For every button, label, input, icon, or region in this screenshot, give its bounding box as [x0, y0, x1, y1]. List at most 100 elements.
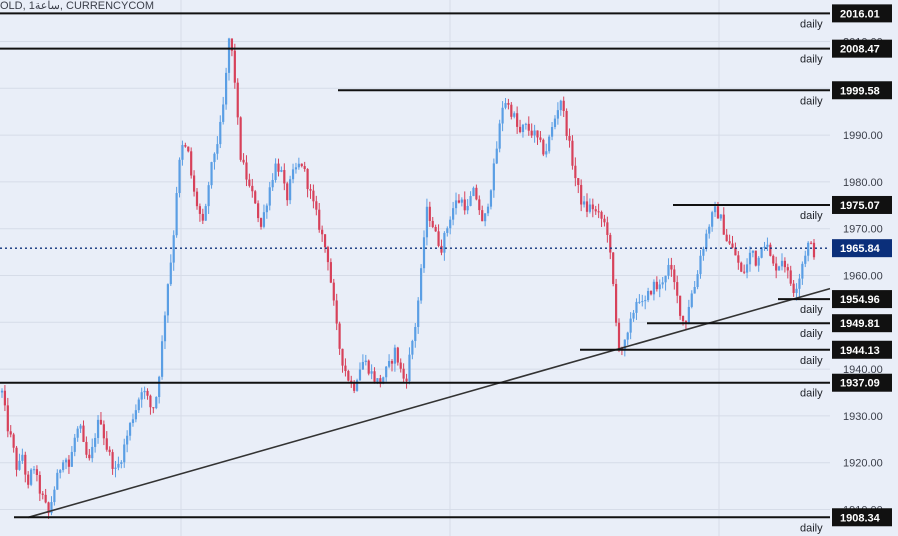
candle-body — [603, 218, 606, 223]
candle-body — [437, 231, 440, 246]
level-price-label: 1908.34 — [840, 512, 881, 524]
level-price-box — [832, 314, 892, 333]
candle-body — [670, 264, 673, 270]
candle-body — [434, 226, 437, 232]
candle-body — [740, 262, 743, 272]
candle-body — [47, 502, 50, 514]
candle-body — [652, 281, 656, 295]
candle-body — [271, 179, 274, 188]
candle-body — [152, 407, 155, 409]
candle-body — [192, 175, 196, 192]
candle-body — [172, 235, 175, 263]
candle-body — [510, 104, 513, 117]
current-price-box — [832, 239, 892, 258]
candle-body — [469, 196, 472, 206]
candle-body — [0, 390, 4, 393]
candle-body — [516, 113, 519, 127]
candle-body — [760, 247, 763, 258]
candle-body — [667, 264, 670, 276]
candle-body — [495, 148, 498, 164]
level-tag: daily — [800, 304, 823, 316]
candle-body — [556, 110, 559, 119]
candle-body — [521, 124, 525, 133]
candle-body — [3, 390, 7, 406]
candle-body — [443, 232, 446, 253]
level-price-label: 1944.13 — [840, 345, 880, 357]
price-tick-label: 1930.00 — [843, 411, 883, 423]
price-tick-label: 1990.00 — [843, 130, 883, 142]
candle-body — [463, 199, 466, 211]
candle-body — [257, 203, 260, 219]
candle-body — [606, 222, 609, 235]
candle-body — [70, 451, 73, 467]
candle-body — [303, 166, 306, 170]
candle-body — [708, 226, 711, 234]
candle-body — [440, 245, 443, 253]
candle-body — [24, 454, 27, 475]
candle-body — [647, 290, 650, 301]
trendline[interactable] — [27, 287, 831, 519]
candle-body — [405, 378, 408, 382]
candle-body — [230, 38, 234, 51]
candle-body — [163, 315, 167, 342]
candle-body — [745, 264, 749, 273]
level-tag: daily — [800, 18, 823, 30]
candle-body — [85, 441, 88, 455]
candle-body — [195, 191, 199, 207]
candle-body — [553, 118, 557, 128]
candle-body — [91, 446, 94, 459]
candle-body — [114, 467, 117, 469]
price-tick-label: 1960.00 — [843, 271, 883, 283]
candle-body — [711, 212, 714, 227]
candle-body — [358, 369, 362, 381]
candle-body — [449, 219, 452, 229]
candle-body — [175, 193, 178, 236]
candle-body — [376, 378, 379, 382]
candle-body — [457, 200, 461, 203]
candle-body — [67, 459, 71, 467]
level-price-label: 1949.81 — [840, 318, 880, 330]
candle-body — [166, 284, 169, 316]
candle-body — [705, 233, 708, 249]
candle-body — [385, 366, 388, 378]
candle-body — [681, 315, 685, 322]
candle-body — [609, 234, 612, 253]
candle-body — [632, 312, 635, 319]
candle-body — [591, 204, 594, 210]
candle-body — [795, 288, 798, 293]
candle-body — [588, 204, 591, 212]
candle-body — [789, 270, 792, 284]
candle-body — [96, 419, 100, 438]
candle-body — [431, 220, 434, 227]
candle-body — [484, 213, 487, 222]
candle-body — [513, 113, 516, 117]
candle-body — [545, 151, 548, 155]
candle-body — [702, 248, 705, 256]
candle-body — [577, 178, 580, 185]
candle-body — [347, 371, 350, 381]
candle-body — [559, 100, 562, 111]
candle-body — [12, 434, 15, 448]
candle-body — [801, 263, 804, 279]
level-price-box — [832, 340, 892, 359]
candle-body — [21, 454, 24, 461]
candle-body — [734, 247, 737, 256]
candle-body — [518, 126, 522, 133]
level-price-box — [832, 4, 892, 23]
candle-body — [44, 494, 47, 503]
candle-body — [318, 209, 321, 230]
candle-body — [222, 104, 225, 122]
level-price-box — [832, 39, 892, 58]
candle-body — [676, 282, 679, 296]
candle-body — [187, 146, 190, 152]
candle-body — [414, 326, 417, 341]
candle-body — [638, 301, 641, 303]
candle-body — [53, 489, 56, 503]
candle-body — [571, 140, 574, 166]
candle-body — [565, 110, 568, 136]
candle-body — [30, 469, 33, 485]
candle-body — [504, 103, 507, 108]
candle-body — [62, 462, 65, 471]
candle-body — [227, 38, 231, 73]
candle-body — [149, 395, 152, 408]
